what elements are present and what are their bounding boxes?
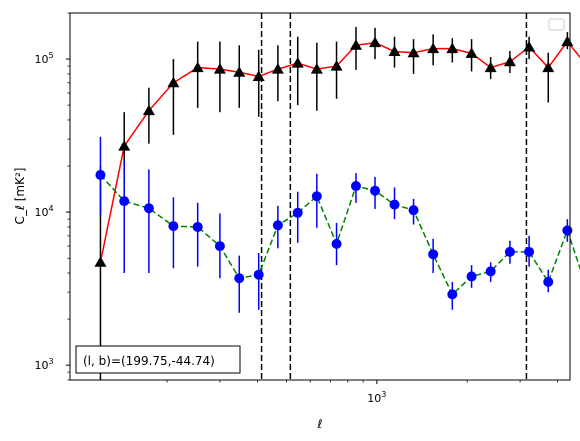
data-point (350, 181, 361, 192)
data-point (427, 42, 440, 54)
annotation: (l, b)=(199.75,-44.74) (75, 345, 241, 374)
data-point (191, 61, 204, 73)
series-1 (94, 27, 580, 380)
y-axis-label: C_ℓ [mK²] (13, 168, 27, 225)
annotation-text: (l, b)=(199.75,-44.74) (83, 354, 215, 368)
data-point (168, 221, 179, 232)
data-point (119, 196, 130, 207)
x-axis-label: ℓ (317, 417, 323, 431)
axis-labels: ℓ C_ℓ [mK²] (13, 168, 323, 431)
data-point (428, 249, 439, 260)
data-point (389, 199, 400, 210)
data-point (349, 39, 362, 50)
x-tick-label: 103 (367, 390, 386, 405)
data-point (234, 273, 245, 284)
data-point (192, 221, 203, 232)
data-point (252, 70, 265, 81)
data-point (118, 140, 131, 151)
y-tick-label: 103 (34, 357, 53, 372)
data-point (271, 63, 284, 74)
data-point (485, 266, 496, 277)
data-point (388, 45, 401, 57)
data-point (484, 61, 497, 73)
legend-box (548, 18, 565, 31)
data-point (253, 269, 264, 280)
data-point (95, 169, 106, 180)
data-point (407, 46, 420, 58)
data-point (542, 61, 555, 73)
data-point (543, 276, 554, 287)
data-point (272, 220, 283, 231)
data-point (291, 57, 304, 68)
data-point (447, 289, 458, 300)
series-2 (95, 136, 580, 313)
data-point (408, 205, 419, 216)
data-point (465, 47, 478, 58)
data-point (331, 238, 342, 249)
data-point (143, 203, 154, 214)
data-point (310, 63, 323, 74)
legend (548, 18, 565, 31)
data-point (370, 185, 381, 196)
data-point (562, 225, 573, 236)
annotation-box (75, 345, 241, 374)
plot-area (94, 13, 580, 380)
data-point (167, 76, 180, 88)
data-point (311, 191, 322, 202)
data-point (466, 271, 477, 282)
data-point (214, 241, 225, 252)
data-point (330, 60, 343, 71)
data-point (142, 104, 155, 116)
y-tick-label: 104 (34, 204, 53, 219)
axes-frame (69, 12, 571, 381)
axis-ticks: 103 103 104 105 (34, 12, 558, 405)
data-point (504, 246, 515, 257)
data-point (213, 63, 226, 74)
data-point (524, 246, 535, 257)
data-point (523, 40, 536, 52)
data-point (94, 256, 107, 267)
y-tick-label: 105 (34, 51, 53, 66)
data-point (446, 42, 459, 54)
data-point (503, 55, 516, 67)
data-point (292, 207, 303, 218)
data-point (233, 66, 246, 77)
data-point (369, 36, 382, 48)
